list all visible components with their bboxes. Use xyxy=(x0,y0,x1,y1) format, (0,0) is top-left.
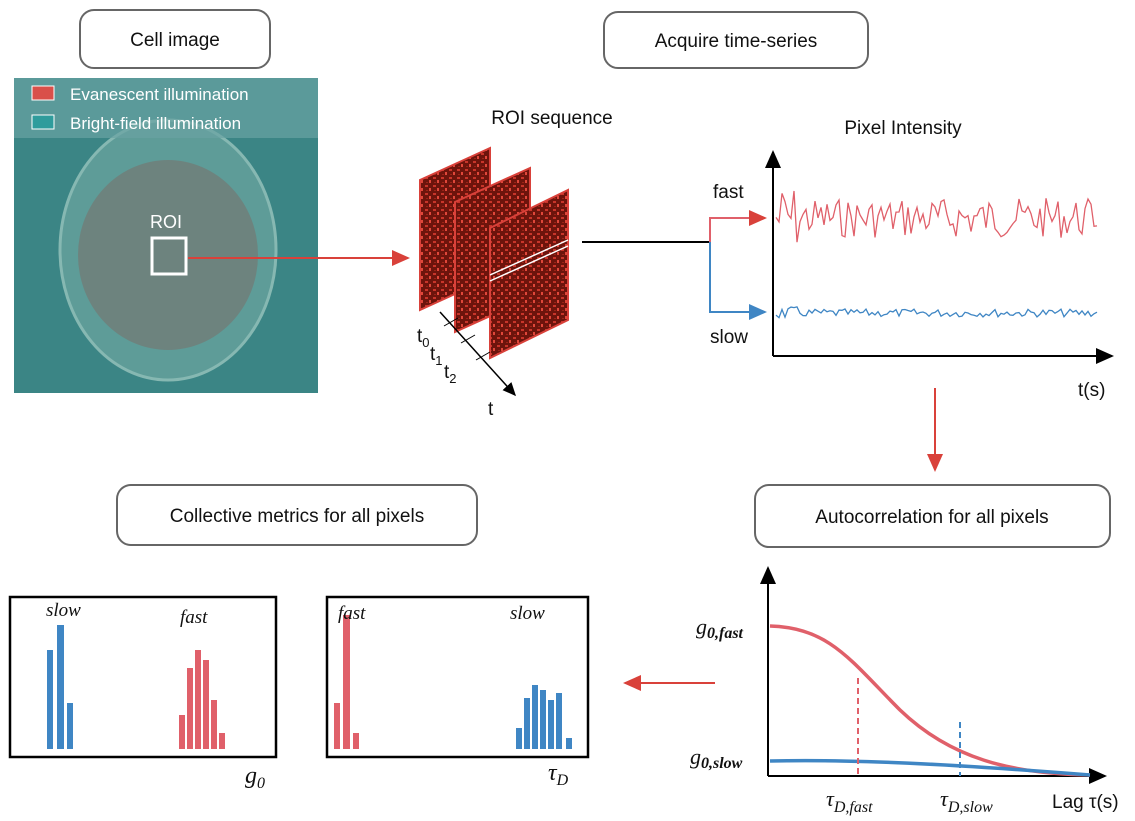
hist-label: slow xyxy=(46,600,81,621)
hist-label: slow xyxy=(510,603,545,624)
bar xyxy=(187,668,193,749)
roi-label: ROI xyxy=(150,212,182,232)
time-label: t2 xyxy=(444,362,457,386)
x-axis-label: Lag τ(s) xyxy=(1052,792,1119,813)
bar xyxy=(540,690,546,749)
header: Collective metrics for all pixels xyxy=(170,506,424,527)
x-axis-label: t(s) xyxy=(1078,380,1105,401)
intensity-trace xyxy=(776,307,1097,318)
arrow-fast xyxy=(710,218,765,242)
curve-fast xyxy=(770,626,1090,775)
intensity-trace xyxy=(776,191,1097,242)
bar xyxy=(548,700,554,749)
bars-slow xyxy=(516,685,572,749)
header: Autocorrelation for all pixels xyxy=(815,507,1048,528)
hist-label: fast xyxy=(338,603,366,624)
bar xyxy=(524,698,530,749)
time-label: t0 xyxy=(417,326,430,350)
bar xyxy=(179,715,185,749)
tau-label: τD,slow xyxy=(940,786,993,816)
bar xyxy=(343,615,350,749)
bar xyxy=(516,728,522,749)
bar xyxy=(353,733,359,749)
tau-label: τD,fast xyxy=(826,786,873,816)
hist-label: fast xyxy=(180,607,208,628)
cell-nucleus xyxy=(78,160,258,350)
legend-label: Bright-field illumination xyxy=(70,114,241,133)
bar xyxy=(195,650,201,749)
fast-label: fast xyxy=(713,182,744,203)
bar xyxy=(532,685,538,749)
bar xyxy=(566,738,572,749)
legend-swatch xyxy=(32,115,54,129)
legend-label: Evanescent illumination xyxy=(70,85,249,104)
bars-fast xyxy=(179,650,225,749)
intensity-title: Pixel Intensity xyxy=(844,118,962,139)
time-axis-label: t xyxy=(488,399,494,420)
tick xyxy=(461,335,475,343)
diagram: Cell image Acquire time-series Collectiv… xyxy=(0,0,1135,821)
bar xyxy=(334,703,340,749)
legend-swatch xyxy=(32,86,54,100)
bar xyxy=(47,650,53,749)
bar xyxy=(203,660,209,749)
bar xyxy=(556,693,562,749)
time-label: t1 xyxy=(430,344,443,368)
bar xyxy=(57,625,64,749)
hist-axis: τD xyxy=(548,760,569,789)
bar xyxy=(219,733,225,749)
arrow-slow xyxy=(710,242,765,312)
slow-label: slow xyxy=(710,327,748,348)
g-label: g0,slow xyxy=(690,744,743,772)
header: Cell image xyxy=(130,30,220,51)
g-label: g0,fast xyxy=(696,614,744,642)
header: Acquire time-series xyxy=(655,31,818,52)
curve-slow xyxy=(770,761,1090,775)
bars-fast xyxy=(334,615,359,749)
traces xyxy=(776,191,1097,318)
roi-sequence-title: ROI sequence xyxy=(491,108,612,129)
bars-slow xyxy=(47,625,73,749)
bar xyxy=(67,703,73,749)
hist-axis: g0 xyxy=(245,763,265,792)
bar xyxy=(211,700,217,749)
page: {"headers": {"cell_image": "Cell image",… xyxy=(0,0,1135,821)
